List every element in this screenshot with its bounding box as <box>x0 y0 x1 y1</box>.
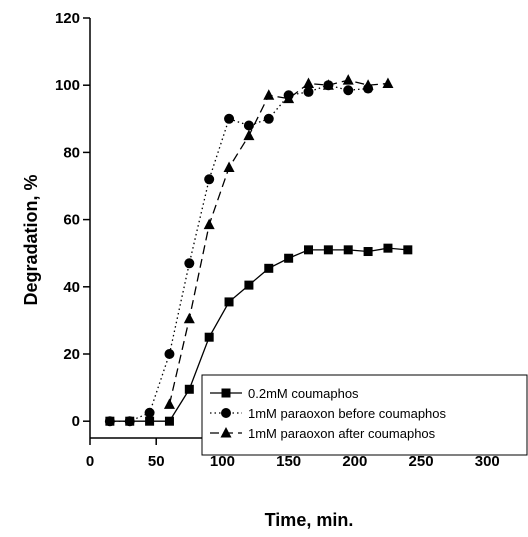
data-point <box>164 349 175 359</box>
data-point <box>184 384 194 394</box>
x-tick-label: 250 <box>409 453 434 470</box>
data-point <box>263 113 274 124</box>
legend-marker <box>220 427 232 438</box>
axes: 0 20 40 60 80 100 120 0 50 100 150 200 250 300 <box>55 10 527 470</box>
x-tick-label: 200 <box>342 453 367 470</box>
data-point <box>204 174 215 185</box>
legend-label: 1mM paraoxon before coumaphos <box>248 406 447 421</box>
y-tick-label: 40 <box>63 279 80 296</box>
legend-marker <box>221 408 231 418</box>
data-point <box>343 85 354 96</box>
plot-area <box>104 74 413 427</box>
legend-entry: 1mM paraoxon after coumaphos <box>210 426 436 441</box>
data-point <box>323 245 333 255</box>
data-point <box>264 263 274 273</box>
series-3 <box>163 74 394 409</box>
x-axis-title: Time, min. <box>265 510 354 530</box>
data-point <box>244 280 254 290</box>
data-point <box>203 218 215 230</box>
data-point <box>284 253 294 263</box>
legend: 0.2mM coumaphos 1mM paraoxon before couma… <box>201 374 528 456</box>
y-tick-label: 60 <box>63 212 80 229</box>
x-tick-label: 0 <box>86 453 94 470</box>
data-point <box>224 297 234 307</box>
data-point <box>383 243 393 253</box>
data-point <box>283 92 295 104</box>
data-point <box>223 161 235 173</box>
data-point <box>243 120 254 131</box>
y-tick-label: 100 <box>55 77 80 94</box>
data-point <box>304 245 313 255</box>
data-point <box>343 245 353 255</box>
series-line <box>109 247 408 422</box>
y-tick-label: 80 <box>63 144 80 161</box>
data-point <box>382 77 394 89</box>
legend-entry: 0.2mM coumaphos <box>210 386 359 401</box>
data-point <box>363 247 373 257</box>
data-point <box>124 416 135 427</box>
data-point <box>204 332 214 342</box>
data-point <box>164 416 174 426</box>
legend-label: 0.2mM coumaphos <box>248 386 359 401</box>
data-point <box>263 89 275 100</box>
data-point <box>362 79 374 90</box>
series-line <box>168 79 389 405</box>
data-point <box>144 407 155 418</box>
x-tick-label: 150 <box>276 453 301 470</box>
x-tick-label: 300 <box>475 453 500 470</box>
data-point <box>183 312 195 324</box>
data-point <box>145 416 155 426</box>
data-point <box>403 245 413 255</box>
y-tick-label: 120 <box>55 10 80 27</box>
legend-entry: 1mM paraoxon before coumaphos <box>210 406 447 421</box>
x-tick-label: 100 <box>210 453 235 470</box>
data-point <box>163 398 175 409</box>
data-point <box>342 74 354 85</box>
legend-label: 1mM paraoxon after coumaphos <box>248 426 436 441</box>
y-tick-label: 20 <box>63 346 80 363</box>
legend-marker <box>221 388 231 398</box>
series-2 <box>104 80 374 427</box>
legend-box <box>201 374 528 456</box>
data-point <box>243 129 255 141</box>
data-point <box>224 113 235 124</box>
data-point <box>184 258 195 269</box>
series-line <box>109 84 369 422</box>
data-point <box>303 86 314 97</box>
y-tick-label: 0 <box>72 413 80 430</box>
y-axis-title: Degradation, % <box>21 174 41 305</box>
data-point <box>322 79 334 90</box>
x-tick-label: 50 <box>148 453 165 470</box>
data-point <box>303 77 314 89</box>
data-point <box>104 416 115 427</box>
